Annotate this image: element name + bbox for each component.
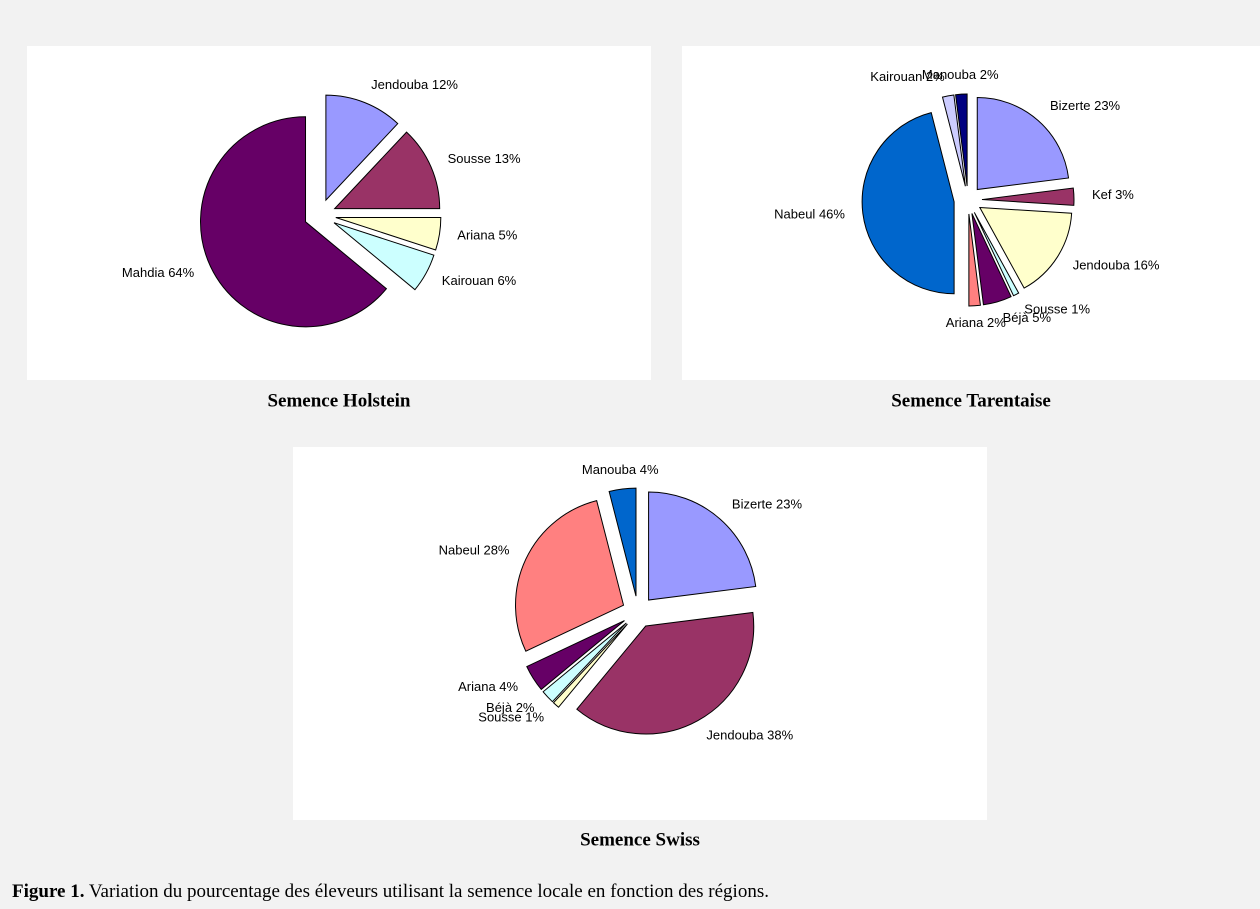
pie-slice: [552, 623, 628, 708]
slice-value: 1%: [1071, 302, 1090, 317]
slice-label: Ariana 5%: [457, 228, 517, 243]
slice-category: Ariana: [458, 680, 496, 695]
slice-label: Nabeul 46%: [774, 207, 845, 222]
pie-slice: [971, 213, 1012, 306]
slice-category: Nabeul: [774, 207, 815, 222]
slice-category: Jendouba: [1073, 258, 1131, 273]
slice-value: 4%: [499, 680, 518, 695]
slice-category: Béjà: [486, 701, 513, 716]
slice-value: 64%: [168, 266, 194, 281]
slice-category: Sousse: [448, 151, 491, 166]
caption-label: Figure 1.: [12, 881, 84, 902]
slice-label: Bizerte 23%: [1050, 98, 1121, 113]
slice-category: Sousse: [1024, 302, 1067, 317]
chart-title: Semence Tarentaise: [891, 390, 1051, 411]
slice-value: 46%: [819, 207, 845, 222]
chart-title: Semence Holstein: [267, 390, 410, 411]
pie-slice: [335, 217, 442, 251]
slice-value: 5%: [498, 228, 517, 243]
slice-category: Manouba: [582, 463, 637, 478]
slice-label: Kef 3%: [1092, 188, 1134, 203]
slice-label: Nabeul 28%: [439, 543, 510, 558]
slice-category: Manouba: [922, 68, 977, 83]
pie-slice: [648, 491, 757, 601]
slice-value: 3%: [1115, 188, 1134, 203]
slice-category: Kef: [1092, 188, 1112, 203]
slice-category: Kairouan: [442, 273, 498, 288]
pie-slice: [333, 131, 441, 210]
slice-value: 12%: [432, 77, 458, 92]
slice-label: Sousse 1%: [1024, 302, 1090, 317]
pie-slice: [955, 93, 968, 187]
pie-slice: [200, 116, 388, 328]
slice-label: Sousse 13%: [448, 151, 521, 166]
slice-label: Sousse 1%: [478, 710, 544, 725]
slice-value: 5%: [1032, 311, 1051, 326]
slice-category: Sousse: [478, 710, 521, 725]
pie-slice: [941, 94, 966, 187]
slice-value: 2%: [516, 701, 535, 716]
slice-label: Jendouba 12%: [371, 77, 458, 92]
slice-category: Mahdia: [122, 266, 165, 281]
slice-label: Kairouan 2%: [870, 70, 945, 85]
chart-area: [682, 46, 1260, 380]
slice-label: Kairouan 6%: [442, 273, 517, 288]
slice-value: 4%: [640, 463, 659, 478]
pie-slice: [973, 212, 1020, 297]
slice-value: 23%: [776, 497, 802, 512]
slice-label: Manouba 2%: [922, 68, 999, 83]
slice-value: 2%: [987, 315, 1006, 330]
slice-category: Bizerte: [1050, 98, 1090, 113]
pie-slice: [861, 112, 955, 295]
slice-category: Nabeul: [439, 543, 480, 558]
slice-label: Ariana 4%: [458, 680, 518, 695]
pie-slice: [981, 187, 1075, 206]
slice-category: Ariana: [946, 315, 984, 330]
pie-slice: [325, 94, 399, 202]
pie-slice: [978, 206, 1073, 289]
slice-label: Jendouba 38%: [706, 728, 793, 743]
slice-value: 1%: [525, 710, 544, 725]
slice-label: Jendouba 16%: [1073, 258, 1160, 273]
pie-slice: [333, 222, 435, 291]
slice-category: Béjà: [1003, 311, 1030, 326]
slice-value: 13%: [495, 151, 521, 166]
slice-value: 2%: [926, 70, 945, 85]
slice-category: Jendouba: [706, 728, 764, 743]
pie-slice: [576, 611, 755, 735]
slice-label: Béjà 5%: [1003, 311, 1052, 326]
slice-label: Manouba 4%: [582, 463, 659, 478]
caption-text: Variation du pourcentage des éleveurs ut…: [89, 881, 769, 902]
slice-value: 6%: [497, 273, 516, 288]
pie-slice: [515, 499, 625, 652]
chart-title: Semence Swiss: [580, 829, 700, 850]
slice-label: Bizerte 23%: [732, 497, 803, 512]
slice-label: Ariana 2%: [946, 315, 1006, 330]
slice-label: Mahdia 64%: [122, 266, 195, 281]
pie-slice: [542, 622, 627, 703]
slice-value: 38%: [767, 728, 793, 743]
pie-slice: [526, 620, 625, 691]
slice-category: Bizerte: [732, 497, 776, 512]
slice-value: 2%: [980, 68, 999, 83]
slice-value: 23%: [1094, 98, 1120, 113]
caption: Figure 1. Variation du pourcentage des é…: [12, 881, 769, 902]
slice-category: Jendouba: [371, 77, 429, 92]
slice-label: Béjà 2%: [486, 701, 535, 716]
pie-slice: [968, 213, 981, 307]
pie-slice: [608, 487, 637, 597]
slice-value: 28%: [483, 543, 509, 558]
slice-value: 16%: [1133, 258, 1159, 273]
slice-category: Ariana: [457, 228, 495, 243]
pie-slice: [976, 96, 1070, 191]
slice-category: Kairouan: [870, 70, 922, 85]
